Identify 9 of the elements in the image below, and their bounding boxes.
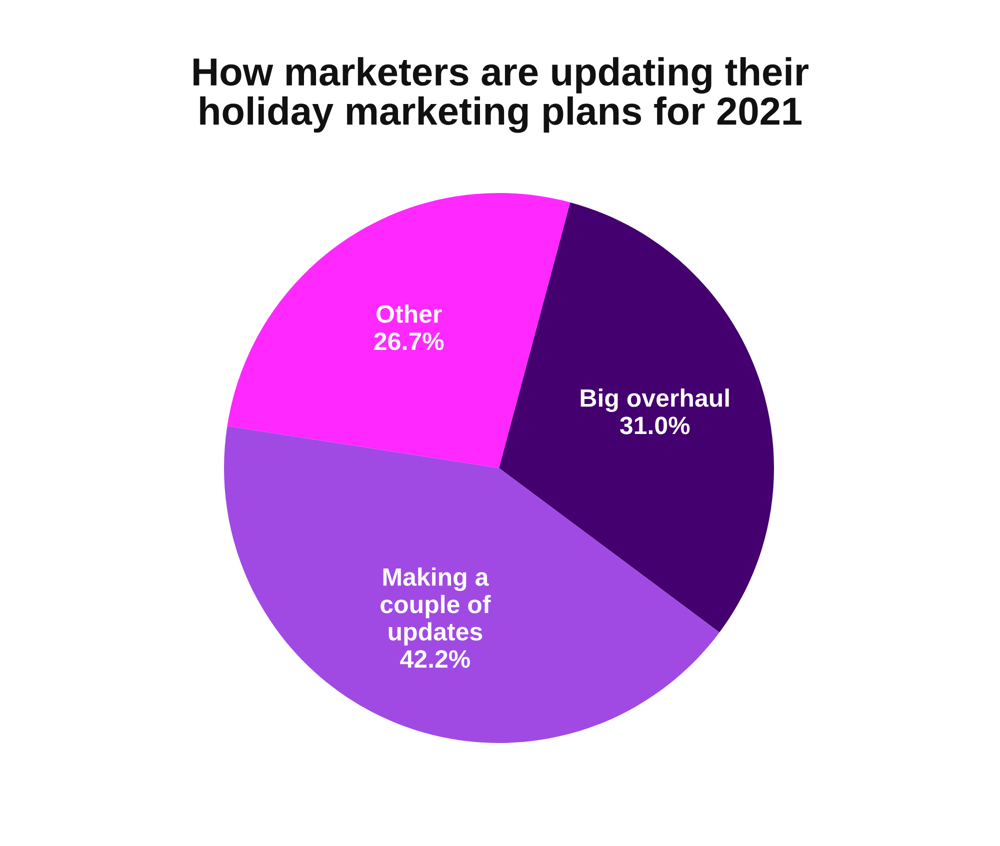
pie-slice (227, 193, 570, 468)
pie-slice (499, 202, 774, 632)
slice-label: Other (376, 304, 442, 323)
data-label: 31.0% (620, 416, 690, 434)
data-label: 26.7% (374, 332, 444, 350)
slice-label: Big overhaul (580, 388, 729, 412)
slice-label: Making a couple of updates (380, 568, 491, 646)
chart-title: How marketers are updating their holiday marketing plans for 2021 (194, 57, 808, 133)
data-label: 42.2% (400, 650, 470, 668)
